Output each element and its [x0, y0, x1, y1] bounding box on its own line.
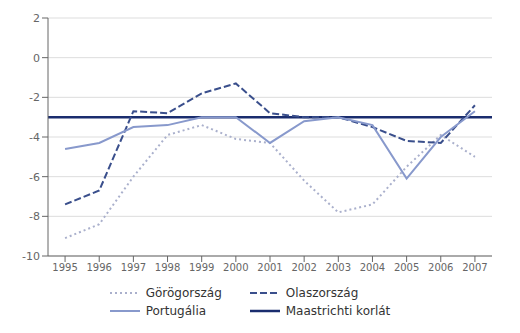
svg-text:1998: 1998: [155, 262, 180, 273]
svg-text:2000: 2000: [223, 262, 248, 273]
svg-text:2002: 2002: [291, 262, 316, 273]
html-text:Olaszország: Olaszország: [285, 286, 359, 300]
svg-text:1996: 1996: [87, 262, 112, 273]
svg-text:-4: -4: [29, 131, 40, 144]
svg-text:2006: 2006: [428, 262, 453, 273]
svg-text:-2: -2: [29, 91, 40, 104]
svg-text:1995: 1995: [52, 262, 77, 273]
svg-text:2001: 2001: [257, 262, 282, 273]
svg-text:-6: -6: [29, 171, 40, 184]
svg-text:0: 0: [33, 52, 40, 65]
svg-text:1999: 1999: [189, 262, 214, 273]
svg-text:-8: -8: [29, 210, 40, 223]
html-text:Görögország: Görögország: [145, 286, 222, 300]
svg-text:2007: 2007: [462, 262, 487, 273]
svg-text:2003: 2003: [326, 262, 351, 273]
html-text:Portugália: Portugália: [145, 304, 207, 318]
svg-text:2004: 2004: [360, 262, 385, 273]
svg-text:1997: 1997: [121, 262, 146, 273]
html-text:Maastrichti korlát: Maastrichti korlát: [285, 304, 391, 318]
svg-text:-10: -10: [22, 250, 40, 263]
svg-text:2: 2: [33, 12, 40, 25]
svg-text:2005: 2005: [394, 262, 419, 273]
